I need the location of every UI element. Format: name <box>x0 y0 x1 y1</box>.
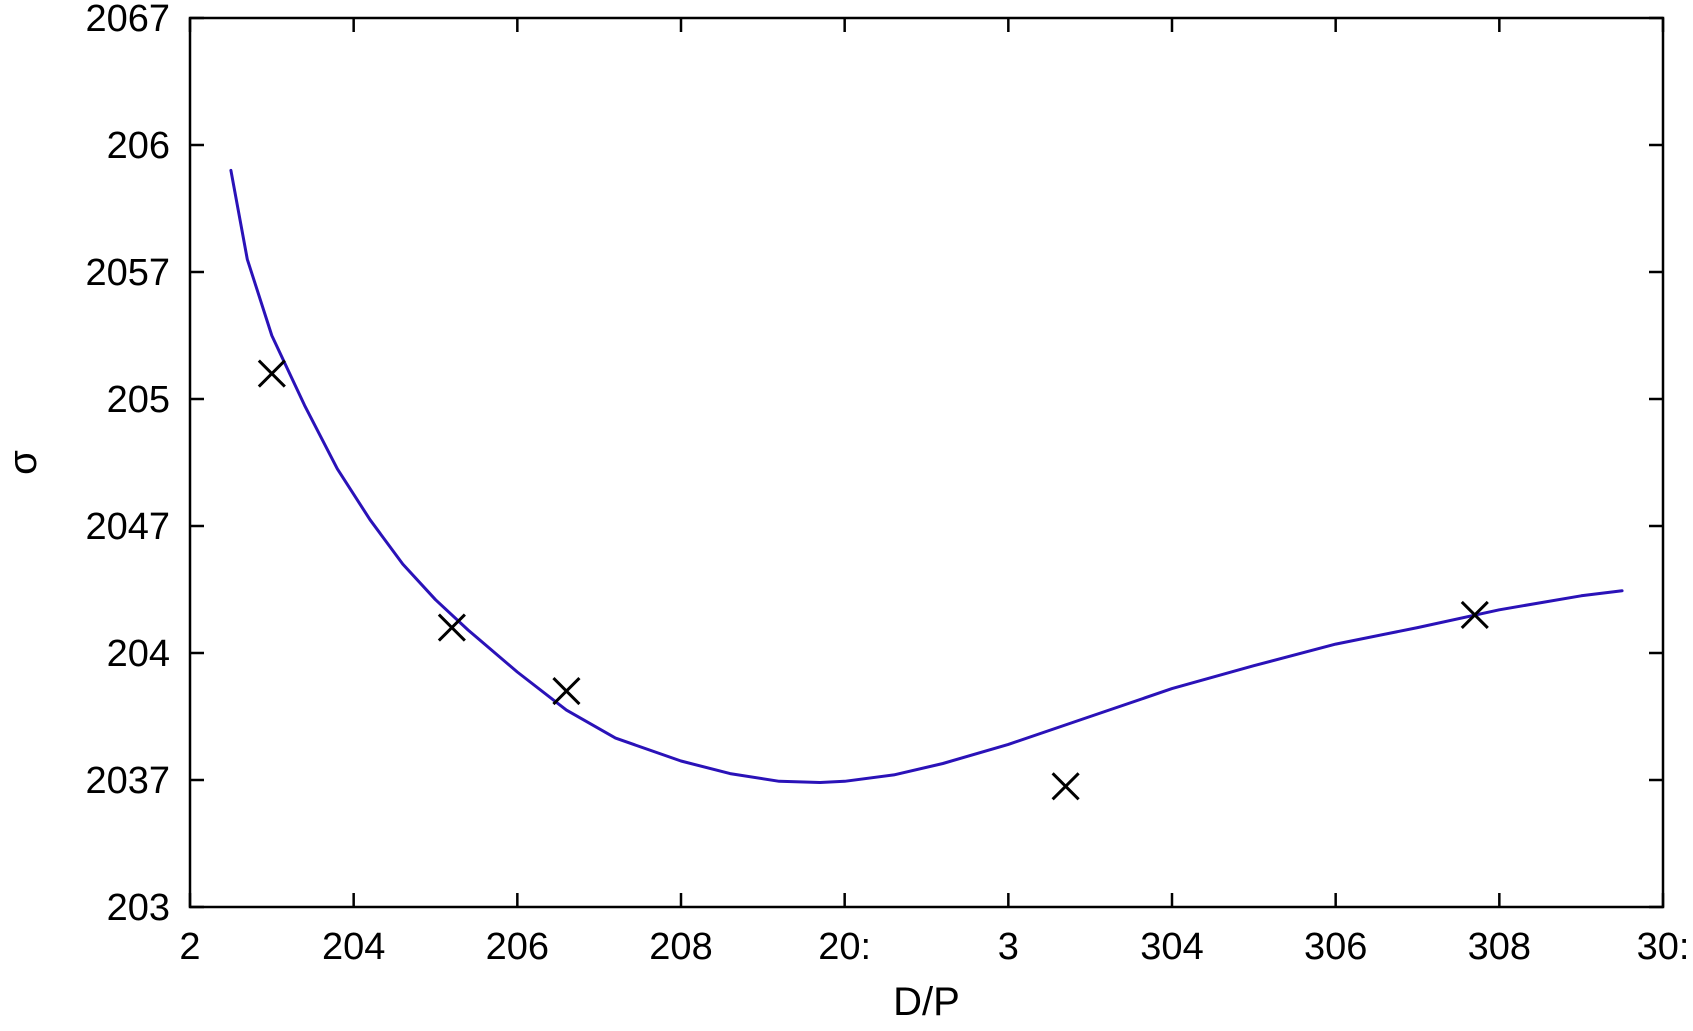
y-axis: 203 2037 204 2047 205 2057 206 2067 <box>85 0 1663 929</box>
x-tick-label: 30: <box>1637 926 1690 968</box>
y-tick-label: 204 <box>107 633 170 675</box>
plot-frame <box>188 16 1665 909</box>
x-tick-label: 208 <box>649 926 712 968</box>
data-point-marker <box>437 613 466 642</box>
x-tick-label: 204 <box>322 926 385 968</box>
marker-stroke <box>1460 600 1489 629</box>
x-tick-label: 3 <box>998 926 1019 968</box>
y-tick-label: 2057 <box>85 252 170 294</box>
marker-stroke <box>257 359 286 388</box>
plot-area <box>188 16 1665 909</box>
y-tick-label: 2037 <box>85 760 170 802</box>
y-tick-label: 2047 <box>85 506 170 548</box>
data-point-marker <box>257 359 286 388</box>
marker-stroke <box>552 677 581 706</box>
data-point-marker <box>1051 772 1080 801</box>
marker-stroke <box>437 613 466 642</box>
x-tick-label: 206 <box>486 926 549 968</box>
y-tick-label: 203 <box>107 887 170 929</box>
x-axis: 2 204 206 208 20: 3 304 306 308 30: <box>179 18 1689 968</box>
y-axis-title: σ <box>1 450 45 475</box>
x-tick-label: 2 <box>179 926 200 968</box>
series-layer <box>229 168 1624 801</box>
y-tick-label: 205 <box>107 379 170 421</box>
x-axis-title: D/P <box>893 980 960 1024</box>
x-tick-label: 20: <box>818 926 871 968</box>
fit-curve-line <box>229 168 1624 784</box>
y-tick-label: 2067 <box>85 0 170 40</box>
data-point-marker <box>552 677 581 706</box>
y-tick-label: 206 <box>107 125 170 167</box>
marker-stroke <box>1051 772 1080 801</box>
x-tick-label: 304 <box>1140 926 1203 968</box>
x-tick-label: 308 <box>1468 926 1531 968</box>
x-tick-label: 306 <box>1304 926 1367 968</box>
data-point-marker <box>1460 600 1489 629</box>
